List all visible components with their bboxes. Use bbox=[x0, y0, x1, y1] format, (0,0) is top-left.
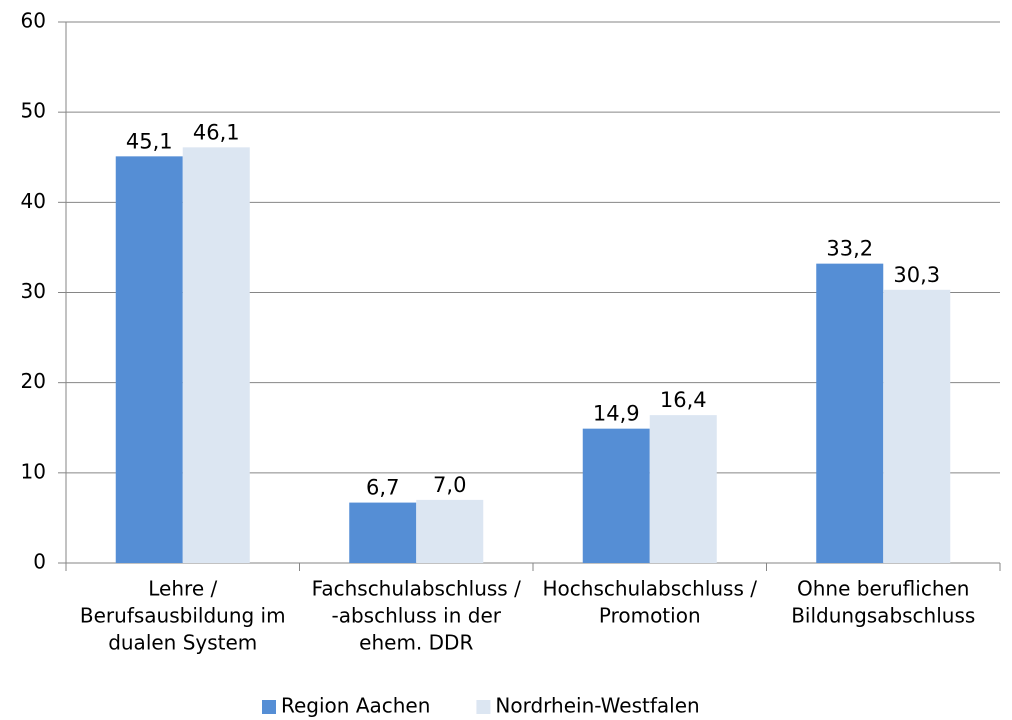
data-label: 7,0 bbox=[433, 473, 466, 497]
x-tick-label: Fachschulabschluss / bbox=[312, 577, 521, 601]
data-label: 16,4 bbox=[660, 388, 707, 412]
bar bbox=[883, 289, 951, 563]
data-label: 14,9 bbox=[593, 402, 640, 426]
y-tick-label: 10 bbox=[21, 459, 46, 483]
y-tick-label: 30 bbox=[21, 279, 46, 303]
x-tick-label: ehem. DDR bbox=[359, 631, 473, 655]
legend-swatch bbox=[476, 700, 491, 714]
x-tick-label: dualen System bbox=[108, 631, 257, 655]
x-tick-label: Bildungsabschluss bbox=[791, 604, 975, 628]
bar bbox=[349, 502, 417, 563]
legend-swatch bbox=[262, 700, 276, 714]
x-tick-label: Promotion bbox=[599, 604, 701, 628]
x-tick-label: Hochschulabschluss / bbox=[543, 577, 758, 601]
y-tick-label: 50 bbox=[21, 99, 46, 123]
y-tick-label: 20 bbox=[21, 369, 46, 393]
x-tick-label: Berufsausbildung im bbox=[80, 604, 286, 628]
x-tick-label: Lehre / bbox=[148, 577, 217, 601]
y-tick-label: 0 bbox=[33, 550, 46, 574]
bar bbox=[582, 428, 650, 563]
legend-label: Nordrhein-Westfalen bbox=[495, 694, 699, 718]
legend-label: Region Aachen bbox=[281, 694, 430, 718]
x-tick-label: -abschluss in der bbox=[331, 604, 501, 628]
data-label: 6,7 bbox=[366, 476, 399, 500]
data-label: 33,2 bbox=[826, 237, 873, 261]
bar bbox=[182, 147, 250, 563]
data-label: 30,3 bbox=[893, 263, 940, 287]
y-tick-label: 40 bbox=[21, 189, 46, 213]
bar bbox=[115, 156, 183, 563]
bar bbox=[649, 415, 717, 563]
x-tick-label: Ohne beruflichen bbox=[797, 577, 969, 601]
bar bbox=[816, 263, 884, 563]
y-tick-label: 60 bbox=[21, 9, 46, 33]
data-label: 46,1 bbox=[193, 120, 240, 144]
bar bbox=[416, 499, 484, 563]
data-label: 45,1 bbox=[126, 129, 173, 153]
